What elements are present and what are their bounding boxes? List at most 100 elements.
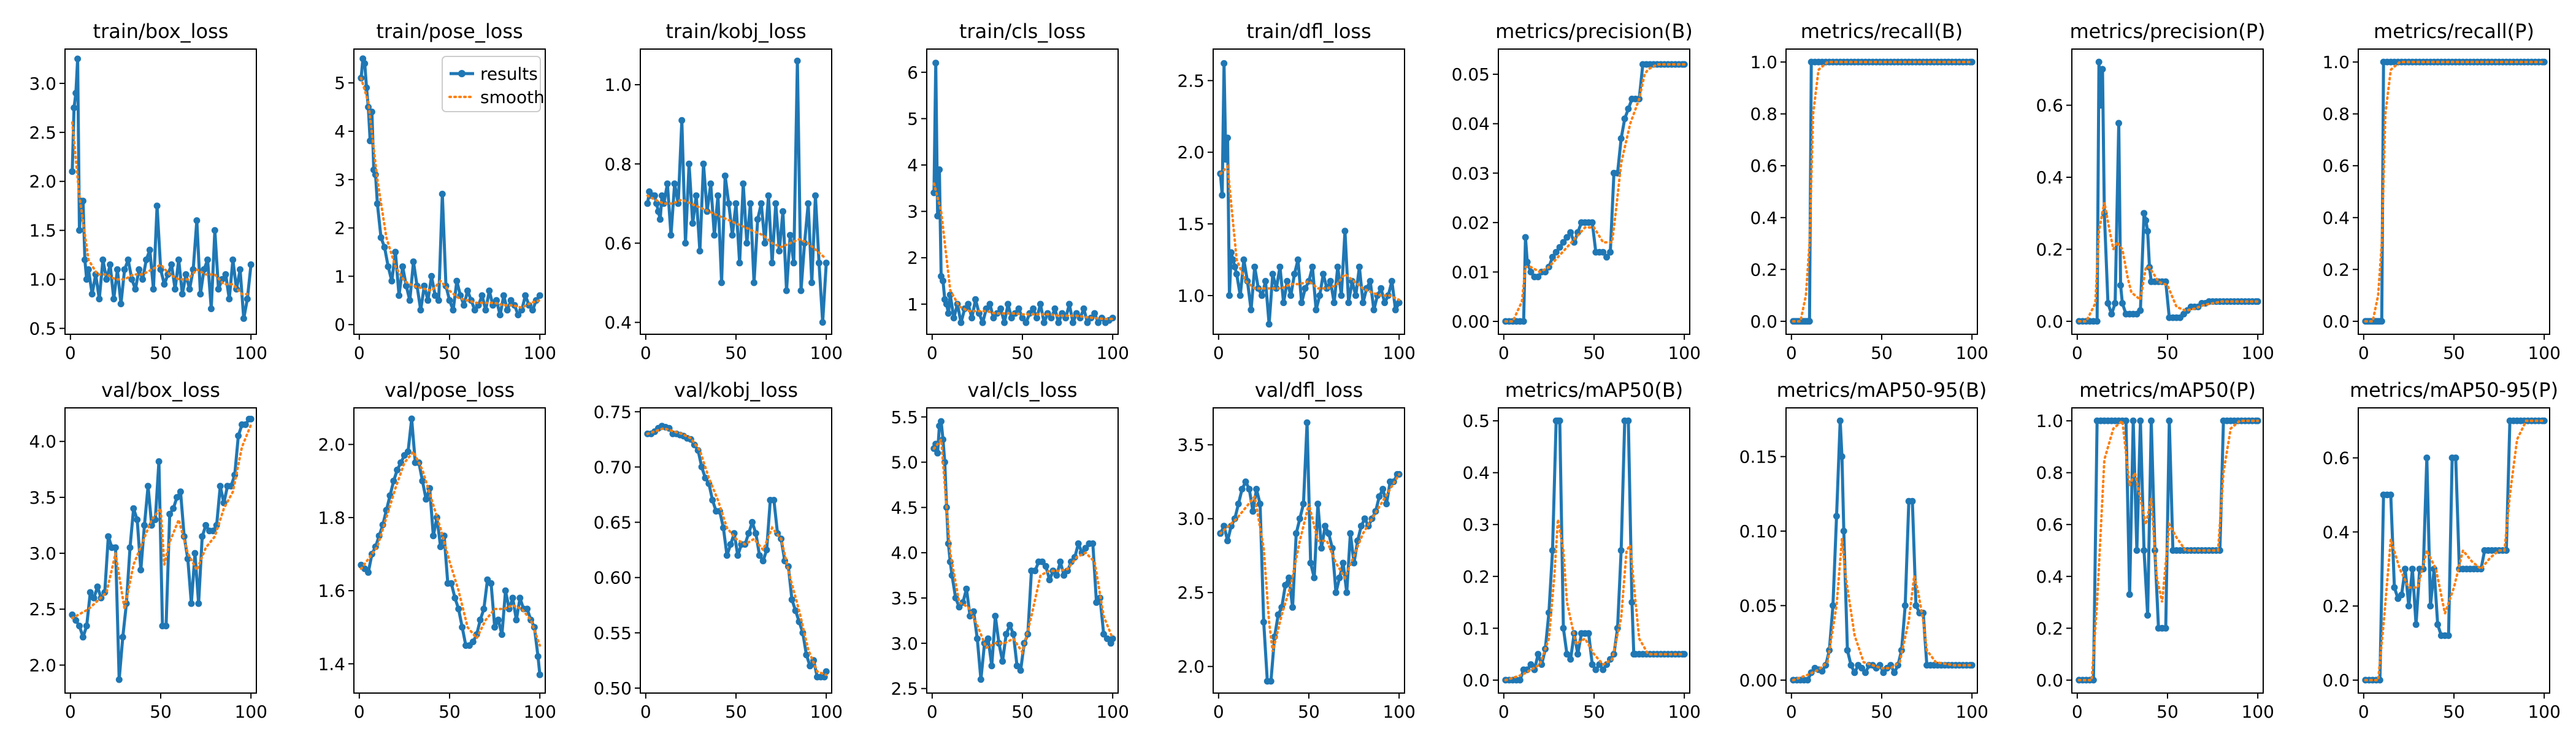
panel-title: metrics/mAP50(P) xyxy=(2079,378,2256,402)
y-tick-label: 0.0 xyxy=(2322,670,2350,691)
axes-frame xyxy=(2358,407,2550,694)
x-tick-label: 50 xyxy=(1583,702,1605,722)
y-tick-label: 5.5 xyxy=(891,407,918,427)
results-point xyxy=(226,296,233,302)
results-point xyxy=(368,109,375,115)
results-point xyxy=(134,516,141,523)
results-point xyxy=(1301,285,1309,292)
y-tick-label: 3.0 xyxy=(1177,509,1205,529)
results-point xyxy=(1008,315,1015,321)
y-tick-label: 0.4 xyxy=(2036,167,2063,188)
results-point xyxy=(170,505,177,512)
results-point xyxy=(1912,602,1920,609)
results-point xyxy=(1093,599,1100,606)
x-tick-label: 0 xyxy=(354,343,365,363)
results-point xyxy=(696,247,703,255)
results-point xyxy=(1840,527,1847,535)
results-point xyxy=(956,604,963,611)
results-point xyxy=(756,552,763,559)
results-point xyxy=(178,291,186,297)
results-point xyxy=(979,319,986,326)
plot-area xyxy=(1502,61,1688,325)
y-tick-label: 2.5 xyxy=(1177,583,1205,603)
results-point xyxy=(1051,305,1059,312)
y-tick-label: 5.0 xyxy=(891,453,918,473)
results-point xyxy=(992,613,999,619)
plot-area xyxy=(1502,417,1688,684)
results-point xyxy=(770,497,778,504)
x-tick-label: 50 xyxy=(1583,343,1605,363)
results-point xyxy=(1520,318,1527,325)
results-point xyxy=(803,651,810,659)
results-point xyxy=(1313,306,1320,313)
results-point xyxy=(126,544,134,551)
x-tick-label: 0 xyxy=(2358,702,2369,722)
results-point xyxy=(435,297,442,304)
results-point xyxy=(1560,239,1567,246)
series-smooth-line xyxy=(1792,61,1974,323)
results-point xyxy=(408,415,415,423)
results-point xyxy=(721,172,729,180)
x-tick-label: 50 xyxy=(1871,702,1893,722)
x-tick-label: 50 xyxy=(439,702,461,722)
results-point xyxy=(1287,292,1295,299)
results-point xyxy=(419,477,426,485)
results-point xyxy=(450,307,457,314)
results-point xyxy=(1549,253,1556,261)
series-results-line xyxy=(1219,61,1401,326)
results-point xyxy=(819,319,826,326)
plot-area xyxy=(644,423,830,681)
results-point xyxy=(2398,591,2405,599)
y-tick-label: 1.5 xyxy=(1177,214,1205,234)
results-point xyxy=(1343,589,1351,596)
results-point xyxy=(1556,243,1563,251)
y-tick-label: 2.0 xyxy=(29,172,56,192)
y-tick-label: 1.6 xyxy=(318,581,345,601)
x-tick-label: 50 xyxy=(1871,343,1893,363)
results-point xyxy=(365,569,372,576)
results-point xyxy=(700,160,707,167)
results-point xyxy=(1046,577,1053,583)
panel-metrics-recall-p: metrics/recall(P) 0 50 100 0.0 0.2 0.4 0.6 0.8 1.… xyxy=(2322,20,2560,363)
results-point xyxy=(385,263,392,270)
results-point xyxy=(2423,454,2431,461)
x-tick-label: 100 xyxy=(1955,343,1988,363)
results-point xyxy=(1055,319,1062,326)
results-point xyxy=(464,287,471,294)
y-tick-label: 2.5 xyxy=(29,123,56,143)
results-point xyxy=(1806,318,1813,325)
results-point xyxy=(507,297,515,304)
results-point xyxy=(1318,545,1325,552)
results-point xyxy=(2117,282,2124,289)
results-point xyxy=(934,450,941,457)
results-point xyxy=(719,524,727,532)
results-point xyxy=(747,200,754,207)
results-point xyxy=(945,310,952,317)
results-point xyxy=(402,282,410,289)
results-point xyxy=(186,286,193,293)
results-point xyxy=(150,286,157,293)
x-tick-label: 0 xyxy=(2358,343,2369,363)
results-point xyxy=(1262,278,1269,285)
results-point xyxy=(2108,310,2115,318)
results-point xyxy=(797,287,805,294)
plot-area xyxy=(1217,59,1403,328)
results-point xyxy=(188,600,195,607)
results-point xyxy=(72,617,80,624)
results-point xyxy=(709,497,716,504)
results-point xyxy=(1367,278,1374,285)
results-point xyxy=(1291,270,1298,278)
results-point xyxy=(2126,591,2133,598)
x-tick-label: 50 xyxy=(1011,343,1033,363)
y-tick-label: 0.3 xyxy=(1462,515,1490,535)
series-smooth-line xyxy=(2077,202,2260,323)
results-point xyxy=(197,291,204,297)
results-point xyxy=(1516,677,1524,684)
y-tick-label: 3.5 xyxy=(29,488,56,508)
y-tick-label: 1.0 xyxy=(2036,411,2063,431)
results-point xyxy=(193,217,201,224)
results-point xyxy=(815,259,822,267)
results-point xyxy=(218,276,226,283)
panel-val-dfl-loss: val/dfl_loss 0 50 100 2.0 2.5 3.0 3.5 xyxy=(1177,378,1415,722)
results-point xyxy=(1003,631,1010,638)
